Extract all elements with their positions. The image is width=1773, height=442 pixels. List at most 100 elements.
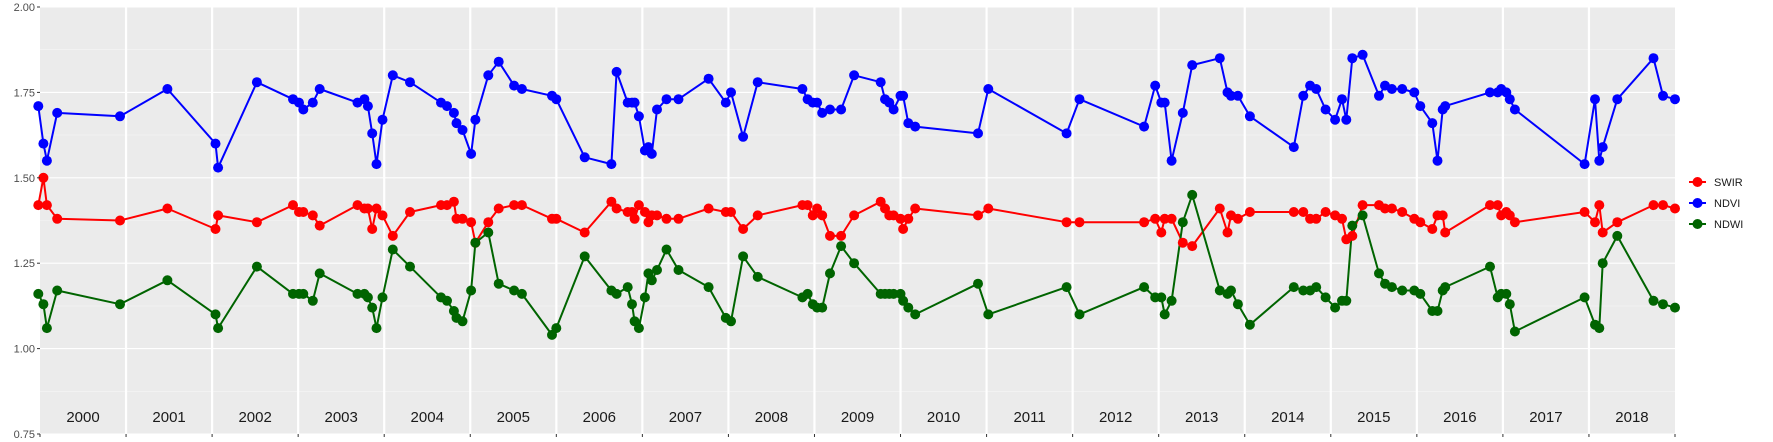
data-point-swir	[1658, 200, 1668, 211]
data-point-ndwi	[1244, 319, 1255, 330]
data-point-swir	[1504, 210, 1515, 221]
data-point-ndwi	[33, 288, 44, 299]
data-point-swir	[405, 207, 415, 217]
data-point-ndvi	[448, 107, 459, 118]
data-point-ndwi	[307, 295, 318, 306]
legend: SWIR NDVI NDWI	[1689, 177, 1743, 231]
data-point-ndwi	[836, 241, 847, 252]
data-point-ndvi	[652, 104, 662, 115]
data-point-ndvi	[1166, 155, 1177, 166]
data-point-ndwi	[652, 265, 662, 275]
data-point-swir	[752, 210, 763, 221]
data-point-ndwi	[210, 309, 221, 320]
year-label: 2007	[669, 409, 702, 426]
data-point-ndvi	[493, 56, 504, 67]
data-point-ndwi	[1074, 309, 1085, 320]
data-point-ndwi	[1357, 210, 1368, 221]
data-point-ndvi	[738, 131, 749, 142]
data-point-swir	[1597, 227, 1608, 238]
data-point-ndwi	[1374, 268, 1384, 279]
data-point-ndwi	[1214, 285, 1225, 296]
data-point-ndwi	[639, 292, 650, 303]
data-point-swir	[1139, 217, 1150, 228]
data-point-ndvi	[41, 155, 52, 166]
data-point-ndvi	[33, 101, 44, 112]
data-point-swir	[1357, 200, 1368, 211]
data-point-swir	[448, 196, 459, 207]
data-point-swir	[611, 203, 622, 214]
data-point-ndvi	[1226, 90, 1236, 101]
data-point-swir	[606, 196, 617, 207]
data-point-ndvi	[646, 148, 657, 159]
data-point-ndvi	[298, 104, 309, 115]
data-point-ndwi	[633, 323, 644, 334]
data-point-ndvi	[752, 77, 763, 88]
data-point-swir	[1150, 213, 1161, 224]
data-point-swir	[516, 200, 527, 211]
data-point-ndvi	[162, 84, 173, 94]
data-point-swir	[1166, 213, 1177, 224]
data-point-ndwi	[622, 282, 633, 293]
data-point-ndvi	[1177, 107, 1188, 118]
data-point-swir	[1337, 213, 1347, 224]
data-point-ndvi	[661, 94, 672, 105]
y-tick-label: 0.75	[14, 429, 35, 441]
data-point-ndvi	[633, 111, 644, 122]
data-point-swir	[288, 200, 298, 211]
data-point-ndwi	[466, 285, 477, 296]
data-point-swir	[1074, 217, 1085, 228]
data-point-ndvi	[1150, 80, 1161, 91]
data-point-ndvi	[442, 101, 452, 112]
data-point-ndvi	[1374, 90, 1384, 101]
data-point-swir	[849, 210, 860, 221]
data-point-ndvi	[606, 159, 617, 170]
data-point-ndvi	[387, 70, 398, 81]
data-point-swir	[1437, 210, 1448, 221]
year-label: 2008	[755, 409, 788, 426]
data-point-ndvi	[1386, 84, 1397, 94]
data-point-swir	[1311, 213, 1322, 224]
data-point-ndwi	[1061, 282, 1072, 293]
data-point-ndvi	[1074, 94, 1085, 105]
data-point-ndvi	[973, 128, 983, 139]
data-point-ndvi	[673, 94, 684, 105]
year-label: 2005	[497, 409, 530, 426]
data-point-swir	[1485, 200, 1495, 211]
data-point-swir	[162, 203, 173, 214]
data-point-swir	[307, 210, 318, 221]
data-point-ndvi	[836, 104, 847, 115]
data-point-swir	[1159, 213, 1170, 224]
data-point-ndwi	[1509, 326, 1520, 337]
data-point-ndvi	[362, 101, 373, 112]
year-label: 2001	[152, 409, 185, 426]
data-point-ndwi	[646, 275, 657, 286]
data-point-swir	[1298, 207, 1309, 217]
year-label: 2011	[1013, 409, 1045, 426]
data-point-ndvi	[1232, 90, 1243, 101]
data-point-swir	[895, 213, 906, 224]
data-point-swir	[629, 213, 640, 224]
year-label: 2014	[1271, 409, 1304, 426]
data-point-swir	[1187, 241, 1198, 252]
data-point-swir	[738, 224, 749, 234]
data-point-ndvi	[307, 97, 318, 108]
year-label: 2013	[1185, 409, 1218, 426]
data-point-ndwi	[1485, 261, 1495, 272]
data-point-ndvi	[983, 84, 994, 94]
data-point-swir	[579, 227, 590, 238]
year-label: 2009	[841, 409, 874, 426]
data-point-swir	[825, 230, 835, 241]
legend-key-point	[1692, 198, 1703, 208]
data-point-ndwi	[371, 323, 382, 334]
data-point-ndwi	[1594, 323, 1605, 334]
data-point-swir	[1440, 227, 1451, 238]
data-point-ndvi	[1612, 94, 1623, 105]
data-point-swir	[1244, 207, 1255, 217]
y-tick-label: 1.50	[14, 173, 35, 185]
year-label: 2018	[1615, 409, 1648, 426]
year-label: 2002	[238, 409, 271, 426]
data-point-ndvi	[1509, 104, 1520, 115]
data-point-ndvi	[1320, 104, 1331, 115]
data-point-ndvi	[812, 97, 823, 108]
data-point-swir	[910, 203, 921, 214]
